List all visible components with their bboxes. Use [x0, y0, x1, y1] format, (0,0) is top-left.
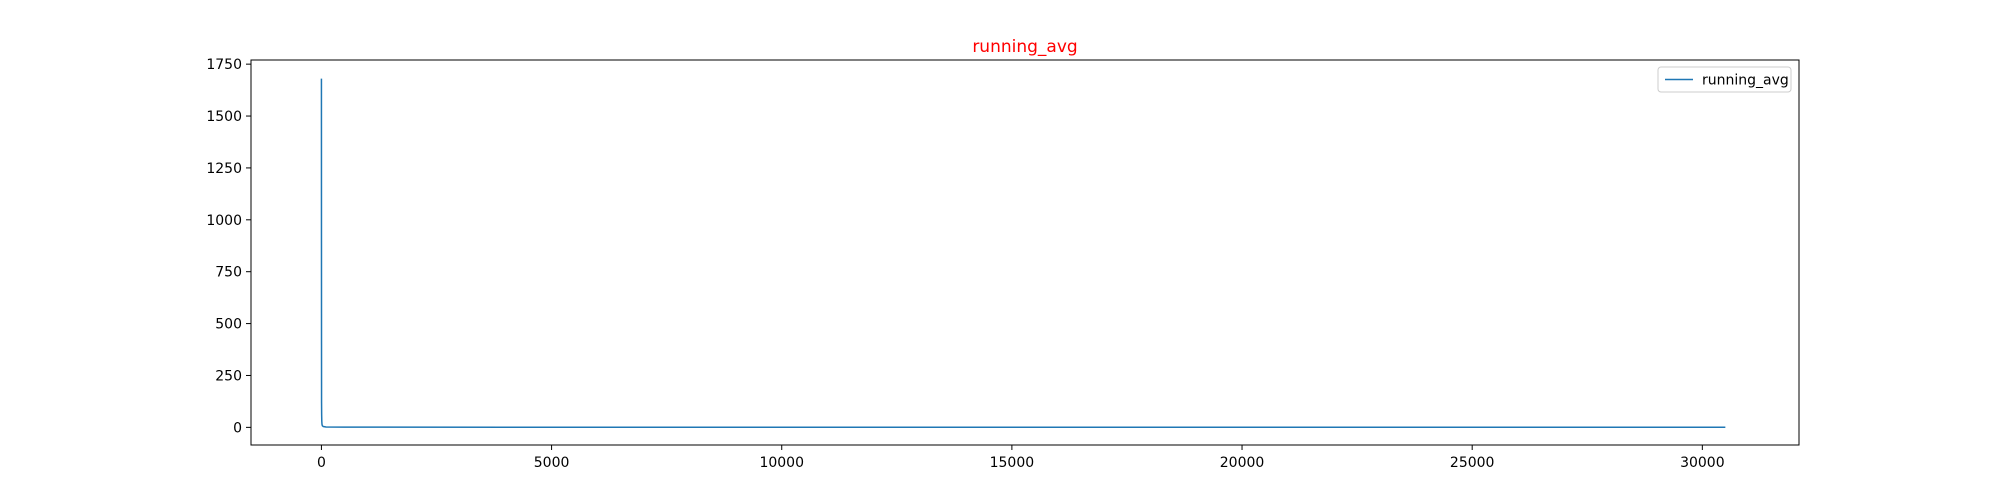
- y-tick-label: 500: [215, 317, 242, 333]
- y-tick-label: 250: [215, 368, 242, 384]
- legend-label: running_avg: [1702, 73, 1789, 89]
- y-tick-label: 1750: [206, 57, 242, 73]
- y-tick-label: 1250: [206, 161, 242, 177]
- plot-frame: [250, 59, 1800, 446]
- legend: running_avg: [1657, 66, 1792, 93]
- series-layer: [320, 78, 1726, 429]
- x-tick-label: 15000: [990, 455, 1035, 471]
- x-tick-label: 5000: [534, 455, 570, 471]
- x-tick-label: 30000: [1680, 455, 1725, 471]
- legend-box: [1657, 66, 1792, 93]
- chart-title: running_avg: [972, 37, 1077, 57]
- x-tick-label: 0: [317, 455, 326, 471]
- x-tick-label: 10000: [759, 455, 804, 471]
- x-tick-label: 20000: [1220, 455, 1265, 471]
- y-tick-label: 1000: [206, 213, 242, 229]
- y-axis: 0 250 500 750 1000 1250 1500 1750: [206, 57, 251, 436]
- series-line-running_avg: [320, 78, 1726, 429]
- y-tick-label: 0: [233, 420, 242, 436]
- x-axis: 0 5000 10000 15000 20000 25000 30000: [317, 445, 1725, 471]
- y-tick-label: 1500: [206, 109, 242, 125]
- y-tick-label: 750: [215, 265, 242, 281]
- x-tick-label: 25000: [1450, 455, 1495, 471]
